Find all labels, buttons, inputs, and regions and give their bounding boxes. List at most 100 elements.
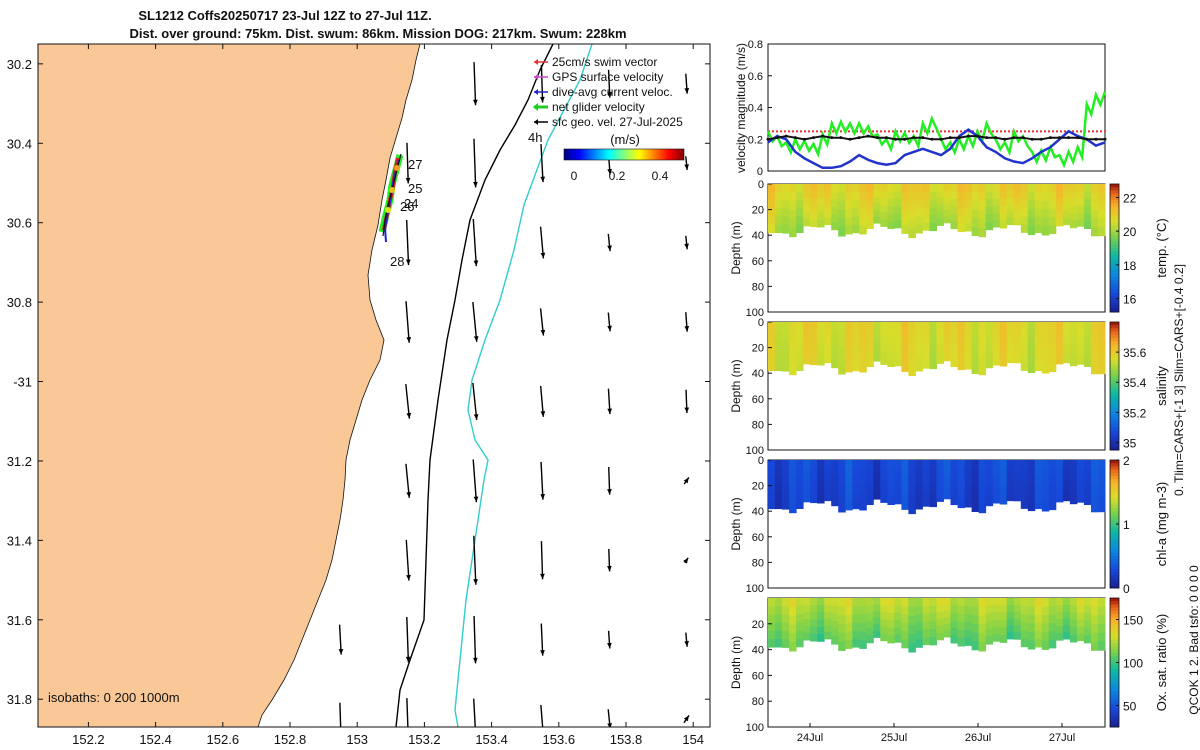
section-cell [894,184,902,192]
colorbar-cell [1110,286,1119,291]
section-cell [1055,460,1064,468]
swim-speed-point [866,134,870,138]
section-cell [1069,329,1078,338]
section-cell [796,492,804,501]
section-y-tick-label: 80 [752,557,764,569]
section-cell [999,198,1008,207]
section-cell [985,605,994,614]
colorbar-cell [1110,232,1119,236]
section-cell [1020,322,1029,331]
section-cell [810,612,818,620]
section-cell [887,474,895,483]
section-cell [1091,632,1099,642]
colorbar-cell [1110,206,1119,211]
section-cell [901,330,909,339]
section-cell [1098,339,1106,349]
section-cell [1006,211,1015,219]
section-cell [1091,485,1099,495]
colorbar-cell [1110,511,1119,515]
section-cell [866,620,874,629]
section-cell [894,220,902,229]
section-cell [1055,626,1064,634]
section-cell [1062,487,1071,495]
section-cell [1091,339,1099,349]
section-cell [1041,632,1050,642]
section-cell [922,498,930,507]
section-cell [810,205,818,213]
section-cell [782,460,790,469]
section-cell [768,622,776,632]
colorbar-cell [1110,498,1119,503]
geo-velocity-arrow [607,548,612,572]
section-cell [1076,322,1085,330]
colorbar-cell [1110,331,1119,336]
section-cell [880,350,888,358]
section-cell [1013,356,1022,364]
section-cell [943,341,951,349]
section-cell [985,214,994,223]
section-cell [964,345,973,354]
section-cell [768,598,776,607]
section-cell [1055,619,1064,627]
section-cell [908,219,916,230]
section-cell [845,217,853,227]
geo-velocity-arrow [405,539,411,581]
section-cell [803,342,811,351]
section-cell [943,617,951,625]
section-cell [873,341,881,349]
section-cell [768,330,776,339]
colorbar-cell [1110,514,1119,519]
section-cell [978,598,987,608]
section-cell [999,191,1008,200]
section-cell [936,494,944,502]
section-cell [1055,205,1064,213]
section-cell [908,477,916,488]
section-cell [1091,184,1099,194]
section-cell [922,467,930,476]
section-cell [1027,623,1036,633]
section-cell [838,192,846,202]
section-cell [796,598,804,607]
section-cell [1091,227,1099,237]
section-cell [845,493,853,503]
section-cell [1098,192,1106,202]
section-cell [873,348,881,356]
section-cell [859,184,867,193]
section-cell [1020,330,1029,339]
section-cell [775,354,783,363]
section-cell [859,493,867,503]
section-cell [824,460,832,468]
section-cell [971,356,980,366]
map-x-tick-label: 153.4 [475,732,508,747]
section-cell [957,499,966,509]
colorbar-cell [1110,610,1119,615]
section-cell [1083,344,1092,353]
section-cell [964,637,973,646]
section-cell [775,208,783,217]
section-cell [859,355,867,365]
section-cell [859,338,867,348]
colorbar-cell [1110,347,1119,352]
section-cell [775,362,783,372]
side-label-qc: QCOK 1 2. Bad tsfo: 0 0 0 0 [1187,565,1200,715]
section-cell [852,354,860,364]
section-cell [831,199,839,208]
section-cell [978,365,987,376]
section-cell [950,344,958,353]
section-cell [992,191,1001,199]
section-colorbar-frame [1109,183,1120,313]
section-cell [957,199,966,209]
section-cell [824,342,832,350]
section-cell [880,598,888,606]
section-cell [908,607,916,617]
section-cell [1091,209,1099,219]
section-cell [1034,476,1043,485]
section-cell [915,184,923,193]
glider-track [378,153,404,243]
section-cell [971,226,980,236]
section-cell [796,362,804,371]
section-cell [1048,631,1057,641]
section-cell [978,227,987,238]
section-cell [838,348,846,358]
colorbar-cell [1110,292,1119,297]
